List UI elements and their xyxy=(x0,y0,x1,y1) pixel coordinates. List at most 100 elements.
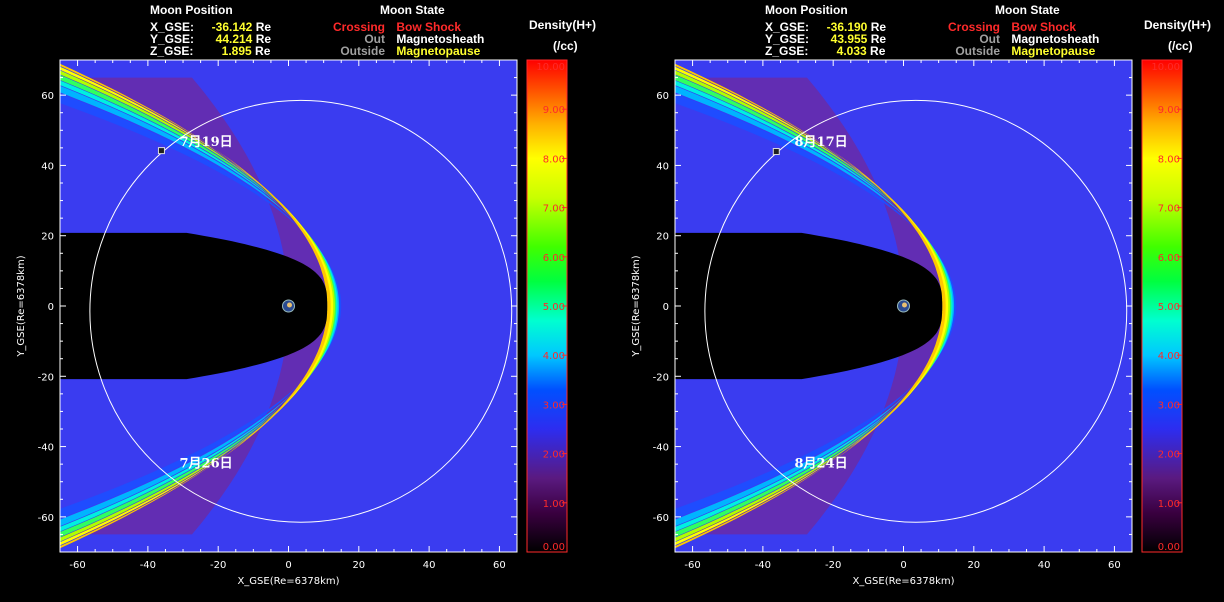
y-tick-label: -60 xyxy=(38,513,54,524)
y-tick-label: 20 xyxy=(656,232,669,243)
x-gse-unit: Re xyxy=(870,20,887,34)
earth-detail xyxy=(287,302,292,308)
y-tick-label: -40 xyxy=(38,443,54,454)
colorbar-tick-label: 2.00 xyxy=(1158,450,1180,461)
date-annotation: 7月19日 xyxy=(180,135,233,150)
x-axis-label: X_GSE(Re=6378km) xyxy=(852,576,954,587)
colorbar-tick-label: 6.00 xyxy=(543,253,565,264)
state-crossing-row: Crossing Bow Shock xyxy=(325,21,461,33)
z-gse-label: Z_GSE: xyxy=(150,44,194,58)
y-tick-label: -20 xyxy=(38,372,54,383)
state-outside-row: Outside Magnetopause xyxy=(325,45,480,57)
colorbar-tick-label: 0.00 xyxy=(543,542,565,553)
position-title: Moon Position xyxy=(150,3,233,17)
colorbar-tick-label: 10.00 xyxy=(1151,62,1180,73)
state-title: Moon State xyxy=(380,3,445,17)
x-tick-label: -60 xyxy=(684,560,700,571)
state-outside-row: Outside Magnetopause xyxy=(940,45,1095,57)
colorbar-tick-label: 7.00 xyxy=(1158,204,1180,215)
plot-area xyxy=(60,63,513,549)
y-gse-value: 44.214 xyxy=(215,32,253,46)
y-axis-label: Y_GSE(Re=6378km) xyxy=(631,255,642,357)
x-tick-label: 0 xyxy=(900,560,906,571)
y-axis-label: Y_GSE(Re=6378km) xyxy=(16,255,27,357)
x-tick-label: -20 xyxy=(825,560,841,571)
position-title: Moon Position xyxy=(765,3,848,17)
state-outside-value: Magnetopause xyxy=(1011,44,1096,58)
date-annotation: 8月24日 xyxy=(795,457,848,472)
colorbar-tick-label: 4.00 xyxy=(543,351,565,362)
colorbar-tick-label: 5.00 xyxy=(543,302,565,313)
state-out-key: Out xyxy=(364,32,385,46)
colorbar-unit: (/cc) xyxy=(553,39,578,53)
state-crossing-value: Bow Shock xyxy=(1011,20,1077,34)
colorbar-tick-label: 8.00 xyxy=(1158,154,1180,165)
y-tick-label: -60 xyxy=(653,513,669,524)
state-out-row: Out Magnetosheath xyxy=(325,33,484,45)
state-crossing-key: Crossing xyxy=(332,20,385,34)
colorbar-unit: (/cc) xyxy=(1168,39,1193,53)
x-tick-label: -60 xyxy=(69,560,85,571)
z-gse-row: Z_GSE: 1.895 Re xyxy=(150,45,270,57)
state-out-key: Out xyxy=(979,32,1000,46)
state-crossing-value: Bow Shock xyxy=(396,20,462,34)
state-outside-key: Outside xyxy=(340,44,385,58)
x-gse-label: X_GSE: xyxy=(150,20,195,34)
moon-marker xyxy=(772,148,780,156)
y-gse-unit: Re xyxy=(870,32,887,46)
panel-1: Moon Position Moon State X_GSE: -36.142 … xyxy=(16,3,597,587)
x-tick-label: -40 xyxy=(755,560,771,571)
y-tick-label: -40 xyxy=(653,443,669,454)
colorbar xyxy=(527,60,567,552)
colorbar-tick-label: 1.00 xyxy=(543,499,565,510)
y-tick-label: 60 xyxy=(41,91,54,102)
state-out-row: Out Magnetosheath xyxy=(940,33,1099,45)
state-outside-value: Magnetopause xyxy=(396,44,481,58)
x-gse-value: -36.142 xyxy=(211,20,253,34)
colorbar-tick-label: 4.00 xyxy=(1158,351,1180,362)
colorbar-title: Density(H+) xyxy=(529,18,597,32)
y-tick-label: 0 xyxy=(48,302,54,313)
moon-marker xyxy=(157,147,165,155)
date-annotation: 8月17日 xyxy=(795,135,848,150)
y-tick-label: 0 xyxy=(663,302,669,313)
earth-detail xyxy=(902,302,907,308)
colorbar-tick-label: 10.00 xyxy=(536,62,565,73)
x-tick-label: 60 xyxy=(1108,560,1121,571)
colorbar-tick-label: 3.00 xyxy=(543,400,565,411)
chart-svg: 7月19日 7月26日 -60 -40 -20 0 20 40 60 -60 -40 -20 0 20 40… xyxy=(16,59,568,587)
state-crossing-row: Crossing Bow Shock xyxy=(940,21,1076,33)
z-gse-label: Z_GSE: xyxy=(765,44,809,58)
x-tick-label: 20 xyxy=(967,560,980,571)
colorbar xyxy=(1142,60,1182,552)
y-tick-label: 40 xyxy=(656,161,669,172)
x-gse-row: X_GSE: -36.190 Re xyxy=(765,21,886,33)
chart-svg: 8月17日 8月24日 -60 -40 -20 0 20 40 60 -60 -40 -20 0 20 40… xyxy=(631,59,1183,587)
x-gse-unit: Re xyxy=(255,20,272,34)
colorbar-tick-label: 9.00 xyxy=(1158,105,1180,116)
date-annotation: 7月26日 xyxy=(180,457,233,472)
colorbar-tick-label: 1.00 xyxy=(1158,499,1180,510)
colorbar-tick-label: 8.00 xyxy=(543,154,565,165)
y-gse-row: Y_GSE: 43.955 Re xyxy=(765,33,886,45)
colorbar-tick-label: 9.00 xyxy=(543,105,565,116)
z-gse-unit: Re xyxy=(870,44,886,58)
colorbar-tick-label: 5.00 xyxy=(1158,302,1180,313)
x-tick-label: 40 xyxy=(1038,560,1051,571)
moon-orbit xyxy=(704,99,1128,523)
y-tick-label: 20 xyxy=(41,232,54,243)
state-crossing-key: Crossing xyxy=(947,20,1000,34)
colorbar-tick-label: 6.00 xyxy=(1158,253,1180,264)
y-gse-label: Y_GSE: xyxy=(150,32,195,46)
z-gse-value: 4.033 xyxy=(836,44,867,58)
x-tick-label: -20 xyxy=(210,560,226,571)
z-gse-unit: Re xyxy=(255,44,271,58)
y-gse-value: 43.955 xyxy=(830,32,868,46)
y-tick-label: -20 xyxy=(653,372,669,383)
moon-orbit xyxy=(89,99,513,523)
state-outside-key: Outside xyxy=(955,44,1000,58)
plot-area xyxy=(675,63,1128,549)
x-tick-label: -40 xyxy=(140,560,156,571)
y-tick-label: 40 xyxy=(41,161,54,172)
colorbar-tick-label: 0.00 xyxy=(1158,542,1180,553)
